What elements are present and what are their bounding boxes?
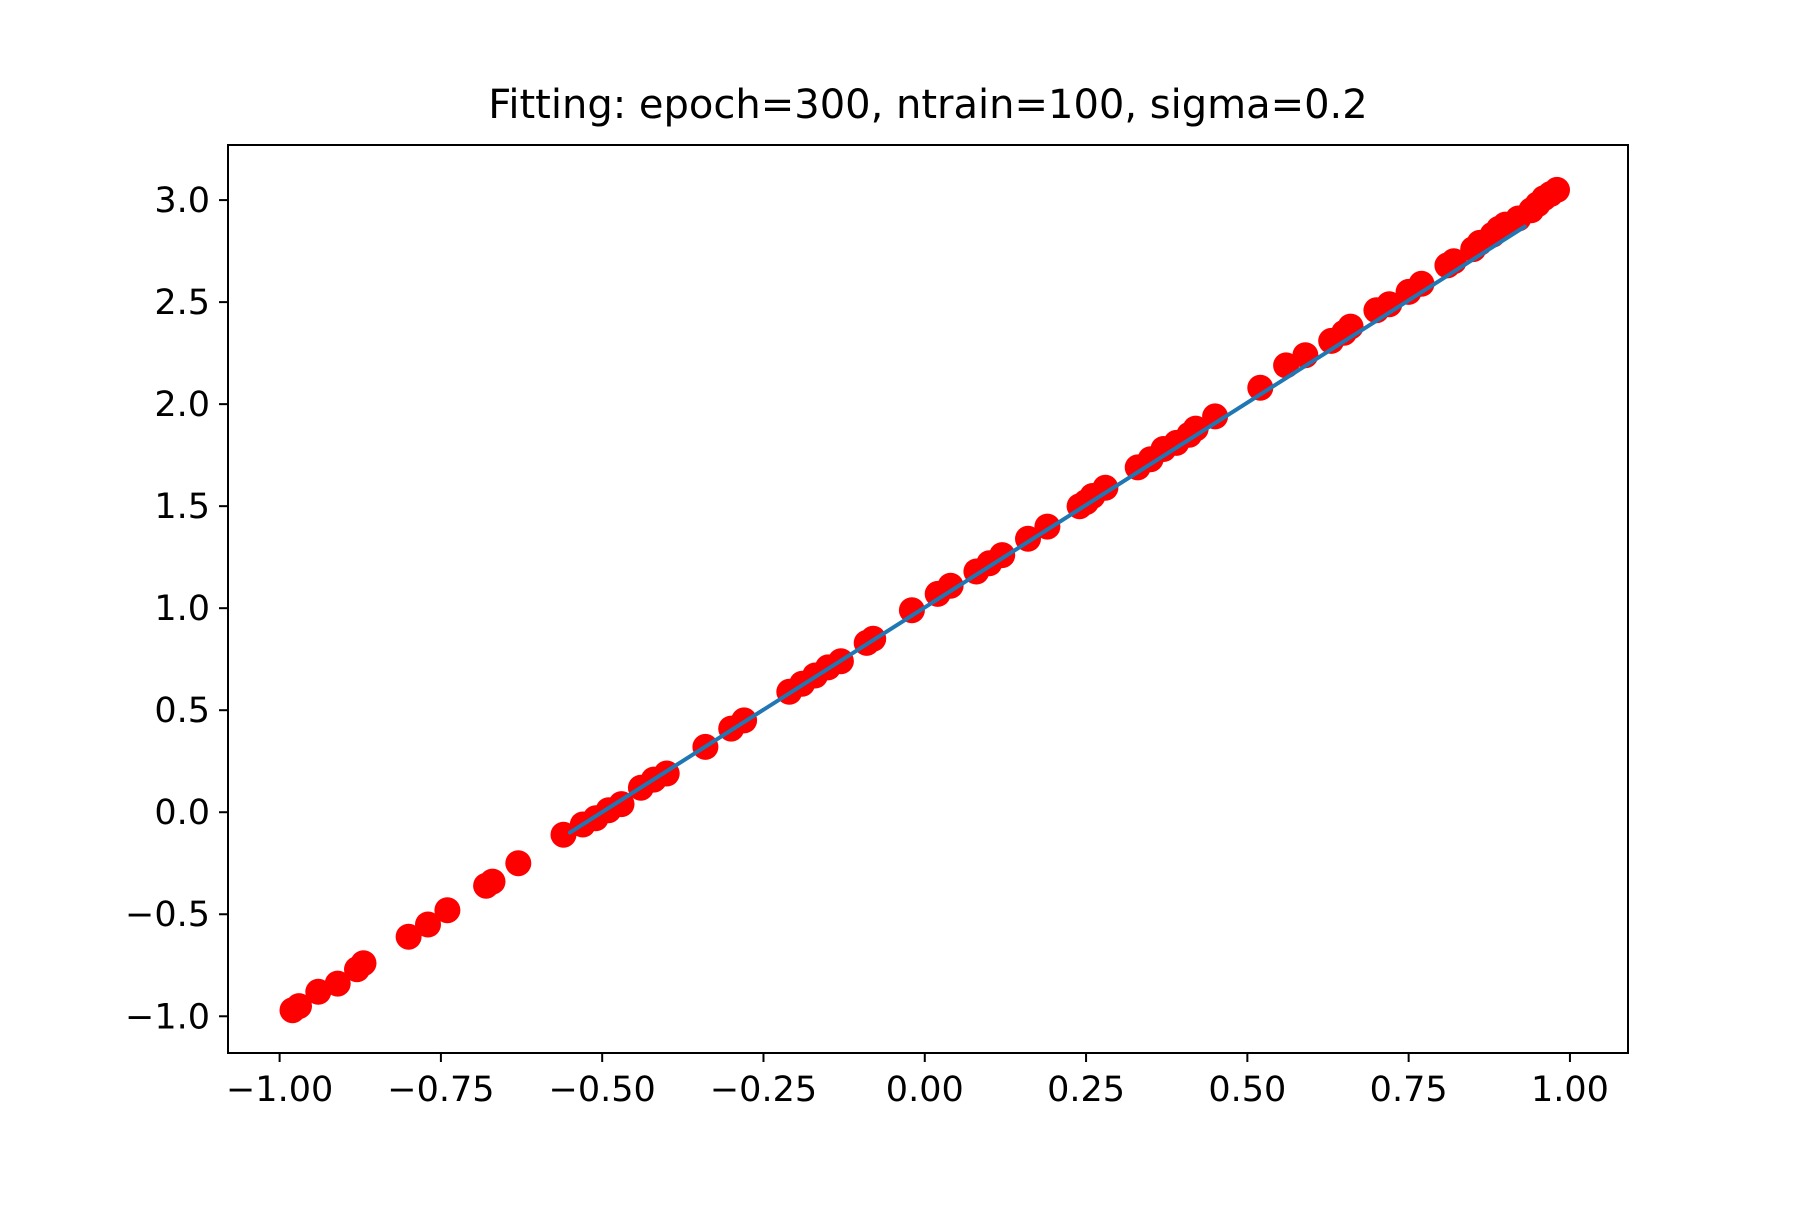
y-tick-label: 2.5 <box>154 283 210 323</box>
y-tick-label: 3.0 <box>154 181 210 221</box>
y-axis: −1.0 −0.5 0.0 0.5 1.0 1.5 2.0 2.5 3.0 <box>125 181 228 1037</box>
x-tick-label: 0.75 <box>1370 1070 1448 1110</box>
data-point <box>898 597 925 624</box>
fit-line <box>567 224 1527 835</box>
x-tick-label: −1.00 <box>226 1070 333 1110</box>
x-tick-label: 1.00 <box>1531 1070 1609 1110</box>
x-tick-label: −0.75 <box>387 1070 494 1110</box>
data-point <box>286 993 312 1020</box>
data-point <box>505 850 532 877</box>
data-point <box>479 868 506 895</box>
data-point <box>1544 176 1570 203</box>
data-point <box>1247 374 1274 401</box>
x-tick-label: 0.50 <box>1208 1070 1286 1110</box>
y-tick-label: −1.0 <box>125 997 210 1037</box>
y-tick-label: −0.5 <box>125 895 210 935</box>
axes-frame <box>227 144 1629 1054</box>
x-axis: −1.00 −0.75 −0.50 −0.25 0.00 0.25 0.50 0.75 1.00 <box>226 1053 1609 1110</box>
chart-title: Fitting: epoch=300, ntrain=100, sigma=0.… <box>488 82 1367 128</box>
y-tick-label: 0.0 <box>154 793 210 833</box>
y-tick-label: 0.5 <box>154 691 210 731</box>
data-point <box>324 970 351 997</box>
x-tick-label: 0.25 <box>1047 1070 1125 1110</box>
data-point <box>937 572 964 599</box>
x-tick-label: −0.50 <box>549 1070 656 1110</box>
data-point <box>550 821 577 848</box>
data-point <box>415 911 441 938</box>
x-tick-label: 0.00 <box>886 1070 964 1110</box>
data-point <box>350 950 377 977</box>
data-point <box>434 897 461 924</box>
data-point <box>1182 415 1209 442</box>
x-tick-label: −0.25 <box>710 1070 817 1110</box>
data-point <box>1092 474 1119 501</box>
y-tick-label: 2.0 <box>154 385 210 425</box>
data-point <box>305 978 332 1005</box>
data-point <box>395 923 422 950</box>
data-point <box>1202 403 1229 430</box>
plot-marks <box>279 176 1570 1024</box>
y-tick-label: 1.0 <box>154 589 210 629</box>
y-tick-label: 1.5 <box>154 487 210 527</box>
